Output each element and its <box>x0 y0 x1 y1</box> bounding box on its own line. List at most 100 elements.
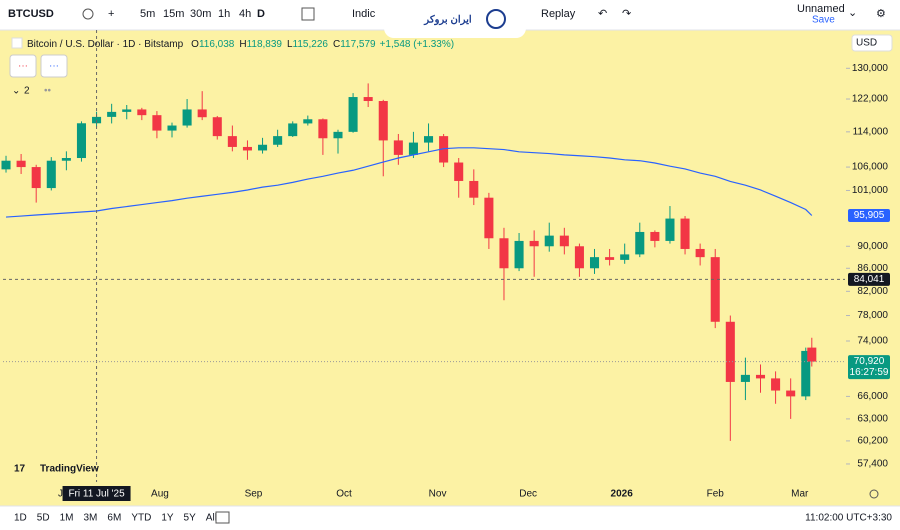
interval[interactable]: D <box>257 8 265 20</box>
y-tick-label: 63,000 <box>857 414 888 425</box>
candle-body <box>424 136 434 143</box>
x-tick-label: Nov <box>429 489 447 500</box>
indicator-dots[interactable]: •• <box>44 86 52 97</box>
layout-menu[interactable]: ⌄ <box>848 7 857 19</box>
interval[interactable]: 15m <box>163 8 184 20</box>
candle-body <box>333 131 343 139</box>
y-tick-label: 82,000 <box>857 286 888 297</box>
sell-dots[interactable]: ··· <box>49 61 59 72</box>
chart-type-icon[interactable] <box>301 7 315 21</box>
layout-name[interactable]: Unnamed <box>797 3 845 15</box>
indicators-button[interactable]: Indic <box>352 8 376 20</box>
candle-body <box>529 240 539 247</box>
ranges: 1D 5D 1M 3M 6M YTD 1Y 5Y All <box>14 513 217 524</box>
interval[interactable]: 30m <box>190 8 211 20</box>
plot: 130,000 122,000 114,000 106,000 101,000 90,00… <box>1 30 890 501</box>
y-tick-label: 60,200 <box>857 436 888 447</box>
date-range-icon[interactable] <box>215 511 230 524</box>
candle-body <box>574 246 584 269</box>
candle-body <box>559 235 569 247</box>
x-tick-label: 2026 <box>611 489 634 500</box>
price-badge <box>848 272 890 286</box>
candle-body <box>408 142 418 155</box>
price-badge-label: 95,905 <box>854 210 885 221</box>
buy-button[interactable] <box>9 54 37 78</box>
range-button[interactable]: 1D <box>14 513 27 524</box>
candle-body <box>544 235 554 247</box>
candle-body <box>212 117 222 137</box>
y-tick-label: 78,000 <box>857 310 888 321</box>
candle-body <box>273 136 283 145</box>
indicators-toggle[interactable]: ⌄ <box>12 86 20 97</box>
candle-body <box>61 158 71 161</box>
candle-body <box>454 162 464 181</box>
candle-body <box>605 257 615 260</box>
candle-body <box>107 111 117 117</box>
axis-settings[interactable] <box>869 489 879 499</box>
range-button[interactable]: 6M <box>107 513 121 524</box>
range-button[interactable]: All <box>206 513 217 524</box>
price-badge-label: 84,041 <box>854 274 885 285</box>
x-tick-label: Aug <box>151 489 169 500</box>
x-tick-label: Feb <box>707 489 725 500</box>
interval[interactable]: 1h <box>218 8 230 20</box>
candle-body <box>771 378 781 391</box>
ohlc-value: 115,226 <box>293 39 329 50</box>
candle-body <box>242 146 252 151</box>
sell-button[interactable] <box>40 54 68 78</box>
undo[interactable]: ↶ <box>598 8 607 20</box>
logo-icon <box>486 9 506 29</box>
candle-body <box>680 218 690 249</box>
candle-body <box>16 160 26 168</box>
save-button[interactable]: Save <box>812 15 835 26</box>
range-button[interactable]: 3M <box>84 513 98 524</box>
interval[interactable]: 5m <box>140 8 155 20</box>
range-button[interactable]: 5Y <box>184 513 197 524</box>
ohlc-label: C <box>333 39 340 50</box>
range-button[interactable]: 5D <box>37 513 50 524</box>
price-badge-label: 70,920 <box>854 356 885 367</box>
candle-body <box>378 101 388 141</box>
ohlc-value: 117,579 <box>340 39 376 50</box>
candle-body <box>589 257 600 269</box>
logo-box <box>384 0 526 38</box>
y-tick-label: 57,400 <box>857 459 888 470</box>
y-tick-label: 74,000 <box>857 336 888 347</box>
compare-icon[interactable] <box>82 8 94 20</box>
range-button[interactable]: 1M <box>60 513 74 524</box>
candle-body <box>76 123 86 159</box>
ohlc-label: L <box>287 39 293 50</box>
redo[interactable]: ↷ <box>622 8 631 20</box>
candle-body <box>665 218 675 241</box>
candle-body <box>348 97 358 132</box>
ohlc-value: 116,038 <box>199 39 235 50</box>
crosshair-date: Fri 11 Jul '25 <box>68 489 125 500</box>
settings-button[interactable]: ⚙ <box>876 8 886 20</box>
y-tick-label: 86,000 <box>857 263 888 274</box>
add-symbol[interactable]: + <box>108 8 114 20</box>
x-tick-label: Oct <box>336 489 352 500</box>
candle-body <box>122 109 132 112</box>
interval[interactable]: 4h <box>239 8 251 20</box>
replay-button[interactable]: Replay <box>541 8 576 20</box>
symbol[interactable]: BTCUSD <box>8 8 54 20</box>
legend-change: +1,548 (+1.33%) <box>380 39 455 50</box>
candle-body <box>755 374 766 379</box>
clock: 11:02:00 UTC+3:30 <box>805 513 892 524</box>
ohlc-label: H <box>239 39 246 50</box>
candle-body <box>469 180 479 198</box>
currency[interactable]: USD <box>856 38 877 49</box>
currency-box[interactable] <box>851 34 893 52</box>
y-tick-label: 130,000 <box>852 63 889 74</box>
ohlc-label: O <box>191 39 199 50</box>
y-tick-label: 114,000 <box>853 126 889 137</box>
candle-body <box>363 97 373 102</box>
range-button[interactable]: 1Y <box>161 513 174 524</box>
crosshair-date-box <box>62 486 131 501</box>
buy-dots[interactable]: ··· <box>18 61 28 72</box>
candle-body <box>197 109 207 118</box>
range-button[interactable]: YTD <box>131 513 151 524</box>
chart-background <box>0 30 900 506</box>
indicator-count[interactable]: 2 <box>24 86 30 97</box>
candle-body <box>514 240 524 269</box>
